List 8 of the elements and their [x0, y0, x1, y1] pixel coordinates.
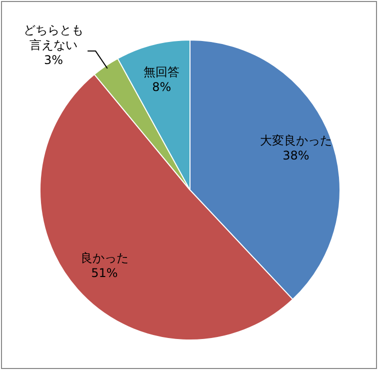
- data-label: 8%: [152, 80, 172, 94]
- data-label: 3%: [44, 53, 64, 68]
- slice-label: どちらとも言えない: [24, 23, 84, 52]
- slice-label: 良かった: [80, 250, 128, 265]
- data-label: 51%: [91, 266, 118, 280]
- slice-label: 大変良かった: [260, 134, 332, 148]
- slice-label: 無回答: [144, 65, 180, 80]
- data-label: 38%: [282, 148, 310, 163]
